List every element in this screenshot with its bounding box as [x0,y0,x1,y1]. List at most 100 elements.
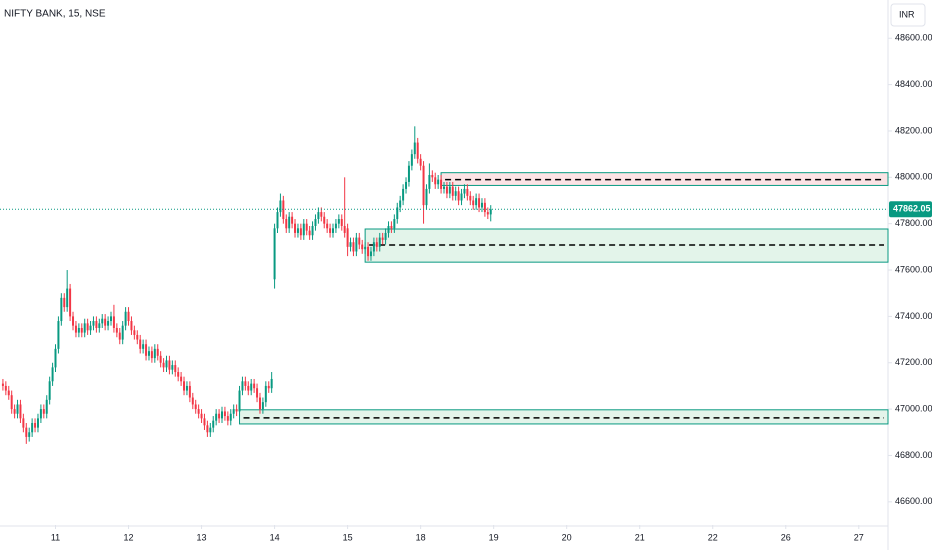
last-price-box [889,201,932,218]
x-tick-label: 11 [51,532,60,542]
candle-body [270,378,273,389]
last-price-label: 47862.05 [893,204,931,214]
candle-body [320,212,323,217]
candle-body [238,390,241,412]
candle-body [299,228,302,236]
candle-body [372,242,375,252]
candle-body [229,413,232,421]
candle-body [437,179,440,185]
x-tick-label: 18 [416,532,426,542]
candle-body [145,344,148,356]
candle-body [419,158,422,166]
candle-body [340,219,343,226]
candle-body [112,316,115,328]
candle-body [72,316,75,326]
candle-body [358,237,361,245]
candle-body [317,212,320,220]
candle-body [361,244,364,250]
candle-body [95,321,98,328]
candle-body [215,413,218,421]
candle-body [171,365,174,370]
candle-body [422,165,425,206]
candle-body [294,223,297,233]
x-tick-label: 19 [489,532,499,542]
candle-body [256,388,259,398]
candle-body [282,200,285,220]
candle-body [101,318,104,324]
candle-body [185,385,188,391]
candle-body [434,177,437,185]
candle-body [221,411,223,419]
candle-body [443,186,445,189]
candle-body [364,246,367,250]
candle-body [159,355,162,363]
candle-body [250,383,253,391]
candle-body [448,186,451,194]
candle-body [469,195,472,201]
candle-body [4,385,7,391]
y-tick-label: 46800.00 [895,450,932,460]
candle-body [472,200,475,206]
candle-body [66,288,69,308]
candle-body [54,348,57,368]
candle-body [197,409,200,414]
y-tick-label: 48000.00 [895,172,932,182]
candle-body [460,193,463,201]
candle-body [489,209,492,215]
candle-body [305,223,308,231]
candle-body [279,200,282,213]
candle-body [16,404,19,414]
candle-body [486,212,489,215]
candle-body [241,381,244,391]
candle-body [369,251,372,257]
candle-body [200,413,203,419]
y-tick-label: 47800.00 [895,218,932,228]
candle-body [387,225,390,233]
candle-body [367,246,370,257]
candle-body [223,411,226,417]
currency-label[interactable]: INR [899,9,915,19]
candle-body [413,142,416,155]
candle-body [153,348,156,359]
x-tick-label: 26 [781,532,791,542]
candle-body [80,327,83,333]
x-tick-label: 21 [635,532,645,542]
candle-body [478,198,481,208]
candle-body [311,225,314,236]
candle-body [326,223,329,229]
candle-body [127,311,130,322]
candle-body [410,154,413,166]
candle-body [483,202,486,213]
candle-body [25,427,28,437]
candle-body [323,216,326,224]
candle-body [13,409,16,414]
candle-body [57,321,60,349]
x-tick-label: 14 [270,532,280,542]
candle-body [226,416,229,421]
currency-button[interactable] [890,3,926,27]
zone [239,409,889,425]
candle-body [261,402,264,410]
candle-body [440,179,443,189]
candle-body [48,381,51,400]
candle-body [349,242,352,247]
candle-body [203,418,206,426]
x-tick-label: 13 [197,532,207,542]
candle-body [393,219,396,229]
candle-body [28,432,31,437]
candle-body [69,288,72,317]
candle-body [329,228,332,233]
candle-body [209,427,212,433]
y-tick-label: 48200.00 [895,125,932,135]
candle-body [334,223,337,229]
candle-body [264,385,267,403]
candle-body [118,332,121,340]
candle-body [276,212,279,229]
candle-body [405,181,408,189]
candle-body [7,390,10,396]
candle-body [188,385,191,398]
x-tick-label: 22 [708,532,718,542]
candle-body [51,367,54,382]
y-tick-label: 47600.00 [895,264,932,274]
